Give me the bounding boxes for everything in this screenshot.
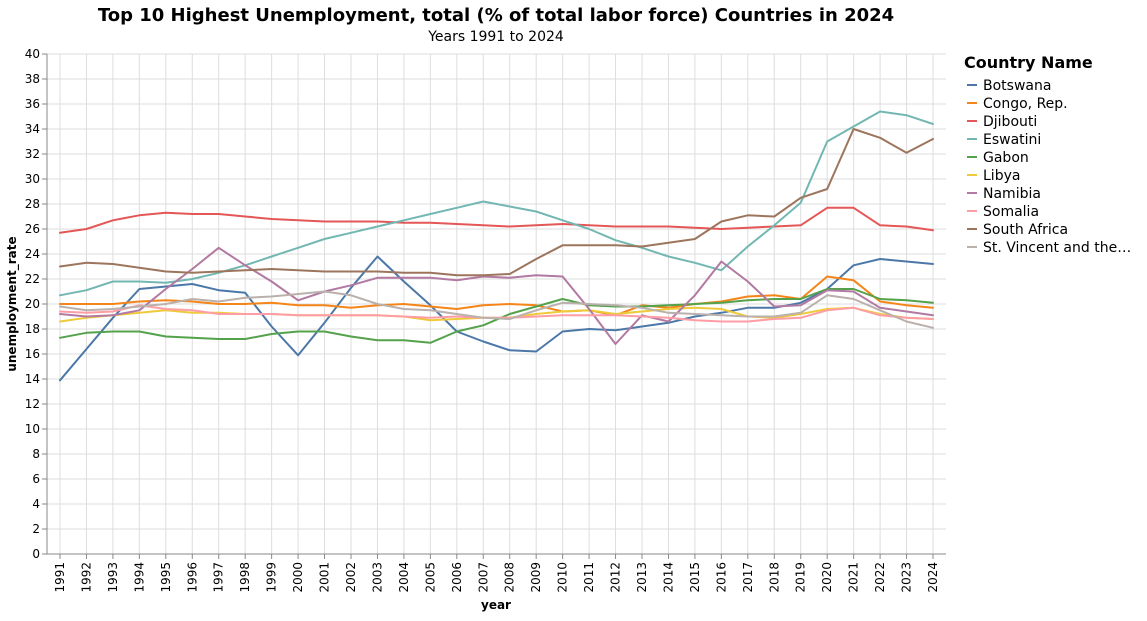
x-tick-label: 2019 [794, 562, 808, 593]
legend-label: Gabon [983, 150, 1029, 166]
y-tick-label: 28 [25, 197, 40, 211]
y-tick-label: 38 [25, 72, 40, 86]
x-tick-label: 1993 [106, 562, 120, 593]
x-tick-label: 2017 [741, 562, 755, 593]
y-tick-label: 34 [25, 122, 40, 136]
x-tick-label: 1999 [265, 562, 279, 593]
x-tick-label: 1997 [212, 562, 226, 593]
x-tick-label: 1992 [79, 562, 93, 593]
series-line-8 [59, 128, 934, 277]
y-tick-label: 4 [32, 497, 40, 511]
x-tick-label: 2014 [661, 562, 675, 593]
y-tick-label: 2 [32, 522, 40, 536]
x-tick-label: 2013 [635, 562, 649, 593]
chart-subtitle: Years 1991 to 2024 [427, 29, 564, 45]
series-line-2 [59, 206, 934, 234]
y-tick-label: 18 [25, 322, 40, 336]
y-tick-label: 6 [32, 472, 40, 486]
legend-label: Djibouti [983, 114, 1037, 130]
axes: 0246810121416182022242628303234363840199… [25, 47, 946, 593]
y-tick-label: 40 [25, 47, 40, 61]
y-tick-label: 22 [25, 272, 40, 286]
y-tick-label: 36 [25, 97, 40, 111]
x-tick-label: 2004 [397, 562, 411, 593]
x-tick-label: 1995 [159, 562, 173, 593]
legend-label: Congo, Rep. [983, 96, 1068, 112]
legend-label: Namibia [983, 186, 1041, 202]
legend-label: St. Vincent and the… [983, 240, 1131, 256]
x-tick-label: 2012 [609, 562, 623, 593]
x-tick-label: 1998 [238, 562, 252, 593]
series-lines [59, 110, 934, 382]
legend-label: South Africa [983, 222, 1068, 238]
x-tick-label: 2007 [476, 562, 490, 593]
y-tick-label: 10 [25, 422, 40, 436]
x-tick-label: 1991 [53, 562, 67, 593]
series-line-3 [59, 110, 934, 297]
x-tick-label: 2015 [688, 562, 702, 593]
y-tick-label: 24 [25, 247, 40, 261]
x-tick-label: 2003 [370, 562, 384, 593]
y-tick-label: 8 [32, 447, 40, 461]
chart-title: Top 10 Highest Unemployment, total (% of… [98, 5, 894, 26]
x-tick-label: 2001 [318, 562, 332, 593]
x-tick-label: 2020 [820, 562, 834, 593]
y-tick-label: 12 [25, 397, 40, 411]
x-tick-label: 2021 [847, 562, 861, 593]
x-tick-label: 2002 [344, 562, 358, 593]
y-tick-label: 30 [25, 172, 40, 186]
x-tick-label: 2009 [529, 562, 543, 593]
y-axis-title: unemployment_rate [5, 236, 20, 371]
legend: Country Name Botswana Congo, Rep. Djibouti… [964, 53, 1131, 256]
y-tick-label: 14 [25, 372, 40, 386]
x-tick-label: 2010 [556, 562, 570, 593]
y-tick-label: 26 [25, 222, 40, 236]
y-tick-label: 20 [25, 297, 40, 311]
x-tick-label: 2024 [926, 562, 940, 593]
legend-label: Somalia [983, 204, 1039, 220]
series-line-4 [59, 288, 934, 344]
legend-label: Eswatini [983, 132, 1041, 148]
x-tick-label: 1994 [132, 562, 146, 593]
x-tick-label: 1996 [185, 562, 199, 593]
y-tick-label: 16 [25, 347, 40, 361]
legend-label: Botswana [983, 78, 1051, 94]
series-line-9 [59, 290, 934, 329]
gridlines [47, 53, 946, 555]
x-axis-title: year [481, 598, 511, 612]
y-tick-label: 32 [25, 147, 40, 161]
series-line-1 [59, 275, 934, 317]
x-tick-label: 2006 [450, 562, 464, 593]
x-tick-label: 2022 [873, 562, 887, 593]
x-tick-label: 2005 [423, 562, 437, 593]
y-tick-label: 0 [32, 547, 40, 561]
legend-label: Libya [983, 168, 1020, 184]
x-tick-label: 2023 [900, 562, 914, 593]
x-tick-label: 2008 [503, 562, 517, 593]
legend-title: Country Name [964, 53, 1093, 72]
series-line-6 [59, 246, 934, 345]
x-tick-label: 2011 [582, 562, 596, 593]
x-tick-label: 2000 [291, 562, 305, 593]
x-tick-label: 2016 [714, 562, 728, 593]
x-tick-label: 2018 [767, 562, 781, 593]
